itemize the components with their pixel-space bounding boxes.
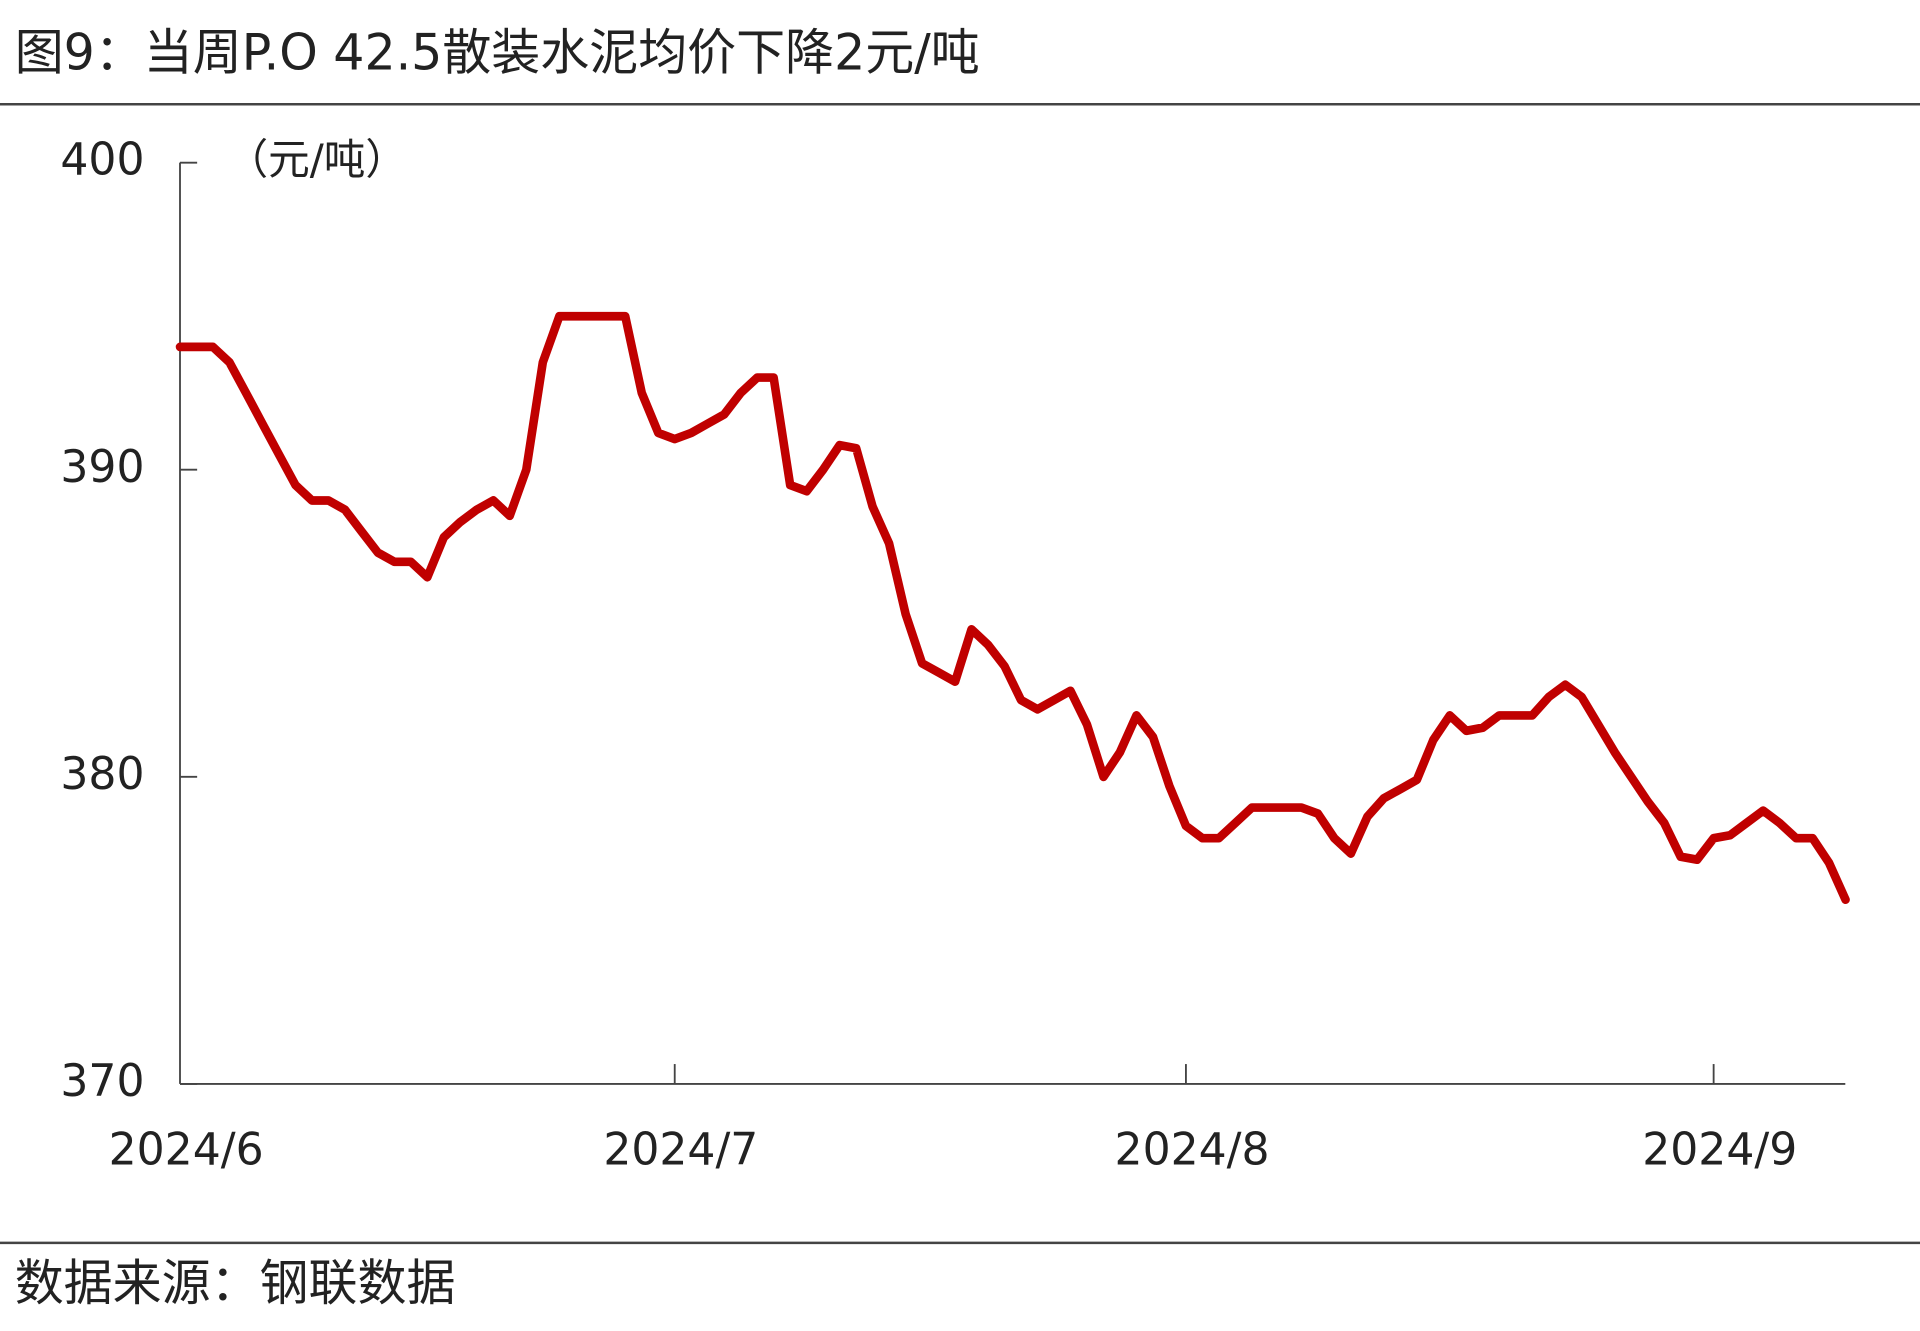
- source: 数据来源：钢联数据: [15, 1254, 456, 1312]
- x-tick-label: 2024/7: [603, 1124, 758, 1175]
- y-axis-label: （元/吨）: [227, 135, 407, 184]
- y-tick-label: 380: [60, 749, 144, 800]
- y-tick-label: 370: [60, 1056, 144, 1107]
- y-tick-label: 400: [60, 134, 144, 185]
- y-tick-label: 390: [60, 442, 144, 493]
- x-tick-label: 2024/6: [109, 1124, 264, 1175]
- chart-title: 图9：当周P.O 42.5散装水泥均价下降2元/吨: [15, 23, 980, 81]
- x-tick-label: 2024/8: [1115, 1124, 1270, 1175]
- x-tick-label: 2024/9: [1642, 1124, 1797, 1175]
- line-series: [175, 311, 1850, 905]
